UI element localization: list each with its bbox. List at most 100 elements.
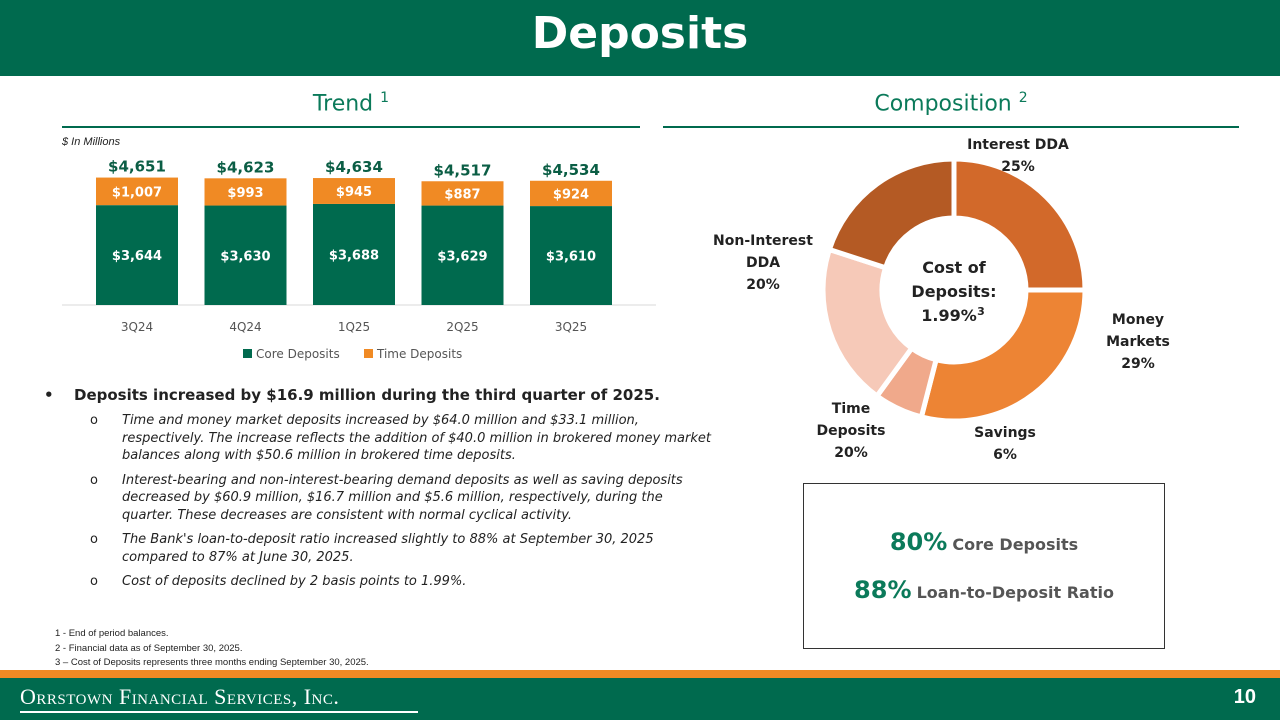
donut-slice [918,287,1088,424]
x-tick-label: 1Q25 [338,320,370,334]
footnote: 2 - Financial data as of September 30, 2… [55,642,243,654]
data-label-time: $924 [553,187,589,202]
slice-name-label: DDA [746,255,780,271]
stat-label: Core Deposits [952,535,1079,554]
slice-percent-label: 6% [993,447,1017,463]
center-footnote-sup: 3 [977,305,985,318]
data-label-core: $3,629 [437,249,487,264]
slice-name-label: Money [1112,312,1164,328]
x-tick-label: 3Q25 [555,320,587,334]
x-tick-label: 3Q24 [121,320,153,334]
donut-slice [951,156,1088,293]
data-label-total: $4,517 [434,161,492,179]
footnote: 1 - End of period balances. [55,628,169,639]
sub-bullet-marker: o [90,413,98,428]
legend-swatch-time [364,349,373,358]
bar-time-deposits [204,178,287,206]
legend-label-time: Time Deposits [376,347,462,361]
bullet-dot: • [44,386,54,404]
composition-divider [663,126,1239,128]
units-note: $ In Millions [62,136,121,148]
sub-bullet-text: Interest-bearing and non-interest-bearin… [122,472,683,523]
page-number: 10 [1233,686,1256,708]
trend-title-text: Trend [312,91,374,117]
stat-value: 88% [854,576,912,604]
stat-label: Loan-to-Deposit Ratio [916,583,1114,602]
data-label-total: $4,651 [108,158,166,176]
stat-value: 80% [889,528,948,556]
slice-percent-label: 29% [1121,356,1155,372]
composition-title-text: Composition [874,91,1012,117]
deposit-trend-chart: $3,644 $1,007 $4,651 3Q24 $3,630 $993 $4,623 4Q… [62,158,656,361]
bar-core-deposits [313,203,395,305]
sub-bullet: o Time and money market deposits increase… [44,412,714,465]
footer-bar: Orrstown Financial Services, Inc. 10 [0,678,1280,720]
footnotes: 1 - End of period balances. 2 - Financia… [55,627,369,671]
sub-bullet-text: Cost of deposits declined by 2 basis poi… [122,574,467,589]
sub-bullet-text: The Bank's loan-to-deposit ratio increas… [122,532,654,565]
x-tick-label: 4Q24 [229,320,261,334]
composition-title-sup: 2 [1018,90,1028,106]
slice-name-label: Deposits [817,423,886,439]
slice-name-label: Time [832,401,870,417]
sub-bullet-marker: o [90,532,98,547]
composition-section-title: Composition 2 [663,90,1239,116]
data-label-time: $945 [336,185,372,200]
sub-bullet: o Interest-bearing and non-interest-beari… [44,472,714,525]
slice-percent-label: 20% [746,277,780,293]
main-bullet-text: Deposits increased by $16.9 million duri… [74,386,660,404]
composition-donut-chart: Interest DDA 25% Money Markets 29% Savings 6% T… [713,137,1170,463]
trend-divider [62,126,640,128]
data-label-core: $3,688 [329,248,379,263]
company-logo: Orrstown Financial Services, Inc. [20,684,418,713]
sub-bullet-text: Time and money market deposits increased… [122,413,711,463]
bar-time-deposits [96,177,178,206]
company-logo-text: Orrstown Financial Services, Inc. [20,684,340,709]
data-label-core: $3,644 [112,249,162,264]
key-stats-box: 80% Core Deposits 88% Loan-to-Deposit Ra… [803,483,1165,649]
main-bullet: • Deposits increased by $16.9 million dur… [44,385,714,405]
data-label-total: $4,634 [325,158,383,176]
data-label-time: $1,007 [112,185,162,200]
sub-bullet-marker: o [90,472,98,488]
x-tick-label: 2Q25 [446,320,478,334]
slice-name-label: Interest DDA [967,137,1069,153]
donut-slice [820,246,916,400]
data-label-time: $887 [444,187,480,202]
trend-title-sup: 1 [380,90,390,106]
legend-swatch-core [243,349,252,358]
center-label: Cost of [922,258,986,277]
data-label-core: $3,610 [546,250,596,265]
sub-bullet-marker: o [90,574,98,589]
trend-section-title: Trend 1 [62,90,640,116]
page-title: Deposits [531,8,749,59]
data-label-total: $4,623 [217,158,275,176]
bar-time-deposits [313,178,395,204]
commentary: • Deposits increased by $16.9 million dur… [44,385,714,591]
bar-time-deposits [530,180,612,207]
bar-core-deposits [96,205,178,305]
center-value: 1.99% [921,306,977,325]
data-label-time: $993 [227,186,263,201]
logo-underline [20,711,418,713]
bar-core-deposits [530,206,612,305]
loan-to-deposit-stat: 88% Loan-to-Deposit Ratio [804,576,1164,604]
legend-label-core: Core Deposits [256,347,340,361]
sub-bullet: o Cost of deposits declined by 2 basis po… [44,573,714,591]
center-label: Deposits: [911,282,996,301]
core-deposits-stat: 80% Core Deposits [804,528,1164,556]
bar-core-deposits [421,205,504,305]
data-label-total: $4,534 [542,161,600,179]
slice-percent-label: 25% [1001,159,1035,175]
bar-time-deposits [421,181,504,206]
sub-bullet: o The Bank's loan-to-deposit ratio increa… [44,531,714,566]
title-bar: Deposits [0,0,1280,76]
slice-name-label: Non-Interest [713,233,813,249]
bar-core-deposits [204,205,287,305]
footnote: 3 – Cost of Deposits represents three mo… [55,657,369,668]
slice-name-label: Savings [974,425,1036,441]
donut-slice [826,156,957,271]
footer-accent-stripe [0,670,1280,678]
slice-percent-label: 20% [834,445,868,461]
data-label-core: $3,630 [220,249,270,264]
